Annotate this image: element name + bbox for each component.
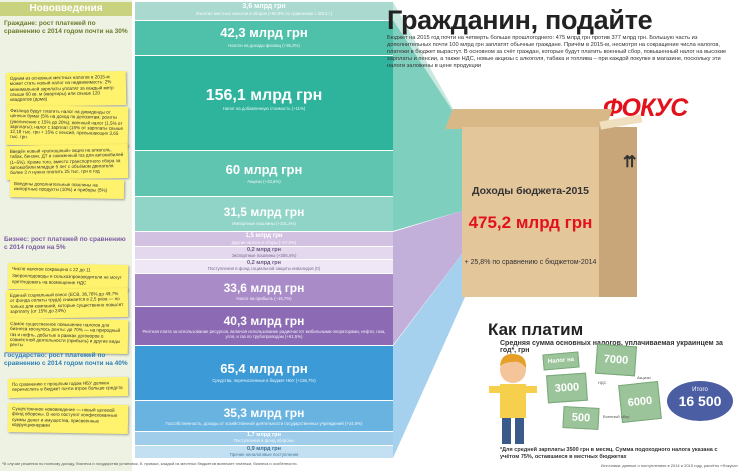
note-text: Введён новый «роскошный» акциз на алкого… bbox=[9, 147, 124, 176]
box-value: 475,2 млрд грн bbox=[468, 213, 593, 232]
band-profit-tax: 33,6 млрд грн Налог на прибыль (–16,7%) bbox=[135, 274, 393, 306]
band-desc: Поступления в фонд обороны bbox=[233, 438, 295, 443]
howpay-title: Как платим bbox=[488, 320, 584, 339]
band-value: 42,3 млрд грн bbox=[220, 25, 308, 40]
money-label-vat: НДС bbox=[598, 380, 607, 385]
band-excise: 60 млрд грн Акцизы (+33,6%) bbox=[135, 151, 393, 196]
intro-text: Бюджет на 2015 год почти на четверть бол… bbox=[387, 35, 727, 69]
page-title: Гражданин, подайте bbox=[387, 5, 653, 35]
citizens-note-3: Введён новый «роскошный» акциз на алкого… bbox=[5, 143, 129, 181]
howpay-footnote: *Для средней зарплаты 3500 грн в месяц. … bbox=[500, 447, 718, 460]
note-text: Единый социальный взнос (ЕСВ, 36,76% до … bbox=[9, 291, 124, 314]
band-defense-fund: 1,7 млрд грн Поступления в фонд обороны bbox=[135, 432, 393, 445]
band-value: 60 млрд грн bbox=[225, 162, 303, 177]
money-500: 500 bbox=[562, 406, 600, 430]
band-desc: Средства, перечисленные в бюджет НБУ (+1… bbox=[212, 378, 316, 383]
business-section-title: Бизнес: рост платежей по сравнению с 201… bbox=[4, 236, 126, 251]
band-desc: Налог на прибыль (–16,7%) bbox=[236, 296, 292, 301]
note-text: По сравнению с прошлым годом НБУ должен … bbox=[11, 380, 123, 393]
total-circle: Итого 16 500 bbox=[667, 381, 733, 421]
band-desc: Изъятие местных налогов и сборов (+60,9%… bbox=[195, 11, 333, 16]
state-note-2: Существенное нововведение — новый целево… bbox=[7, 402, 129, 435]
band-desc: Акцизы (+33,6%) bbox=[247, 179, 281, 184]
band-value: 35,3 млрд грн bbox=[223, 406, 305, 420]
business-note-1: Число налогов сокращено с 22 до 11 Звероп… bbox=[7, 262, 129, 291]
funnel-shape bbox=[393, 2, 465, 458]
band-export-duties: 0,2 млрд грн Экспортные пошлины (+306,4%) bbox=[135, 247, 393, 259]
money-label-military: Военный сбор bbox=[603, 414, 630, 419]
howpay-subtitle: Средняя сумма основных налогов, уплачива… bbox=[500, 340, 723, 354]
band-desc: Налоги на доходы физлиц (+35,2%) bbox=[228, 43, 300, 48]
band-value: 33,6 млрд грн bbox=[223, 281, 305, 295]
band-income-tax: 42,3 млрд грн Налоги на доходы физлиц (+3… bbox=[135, 21, 393, 55]
business-note-2: Единый социальный взнос (ЕСВ, 36,76% до … bbox=[5, 287, 129, 320]
band-other-taxes: 1,5 млрд грн Другие налоги и сборы (–27,5… bbox=[135, 232, 393, 246]
note-text: Самое существенное повышение налогов для… bbox=[9, 321, 121, 348]
money-7000: 7000 bbox=[595, 343, 637, 377]
note-text: Одним из основных местных налогов в 2015… bbox=[9, 74, 114, 103]
band-value: 1,7 млрд грн bbox=[247, 432, 281, 438]
band-desc: Прочие неналоговые поступления bbox=[229, 452, 299, 457]
note-text: Число налогов сокращено с 22 до 11 bbox=[12, 266, 91, 273]
box-growth: + 25,8% по сравнению с бюджетом-2014 bbox=[464, 259, 597, 266]
band-desc: Другие налоги и сборы (–27,5%) bbox=[231, 240, 297, 245]
note-text: Физлица будут платить налог на дивиденды… bbox=[9, 108, 124, 140]
band-desc: Налог на добавленную стоимость (+11%) bbox=[222, 106, 306, 111]
citizens-note-2: Физлица будут платить налог на дивиденды… bbox=[5, 104, 129, 147]
person-icon bbox=[489, 353, 537, 444]
band-value: 0,2 млрд грн bbox=[247, 247, 281, 253]
band-state-property: 35,3 млрд грн Госсобственность, доходы от… bbox=[135, 401, 393, 431]
band-other-revenue: 0,9 млрд грн Прочие неналоговые поступлен… bbox=[135, 446, 393, 458]
band-local-taxes: 3,6 млрд грн Изъятие местных налогов и сб… bbox=[135, 2, 393, 20]
business-note-3: Самое существенное повышение налогов для… bbox=[5, 317, 129, 355]
state-note-1: По сравнению с прошлым годом НБУ должен … bbox=[7, 376, 129, 398]
box-side bbox=[599, 127, 637, 297]
note-text: Существенное нововведение — новый целево… bbox=[11, 406, 118, 428]
band-vat: 156,1 млрд грн Налог на добавленную стоим… bbox=[135, 56, 393, 150]
note-text: Введены дополнительные пошлины на импорт… bbox=[13, 181, 108, 193]
money-label-income: Налог на доходы bbox=[542, 351, 580, 379]
band-desc: Поступления в фонд социальной защиты инв… bbox=[207, 266, 321, 271]
money-3000: 3000 bbox=[546, 372, 588, 404]
band-desc: Рентная плата за использование ресурсов,… bbox=[142, 329, 386, 339]
this-side-up-icon: ⇈ bbox=[623, 154, 637, 171]
band-value: 65,4 млрд грн bbox=[220, 361, 308, 376]
box-title: Доходы бюджета-2015 bbox=[472, 185, 589, 197]
total-value: 16 500 bbox=[678, 393, 722, 409]
state-section-title: Государство: рост платежей по сравнению … bbox=[4, 352, 128, 367]
band-desc: Госсобственность, доходы от хозяйственно… bbox=[165, 421, 363, 426]
citizens-note-1: Одним из основных местных налогов в 2015… bbox=[5, 70, 127, 108]
budget-box bbox=[462, 127, 599, 297]
bottom-note: *В случае решения по полному доходу, биз… bbox=[2, 461, 298, 466]
note-text: Звероплодоводы и сельхозпроизводители не… bbox=[11, 273, 122, 285]
source-note: Источники: данные о поступлениях в 2014 … bbox=[600, 463, 738, 468]
band-nbu: 65,4 млрд грн Средства, перечисленные в б… bbox=[135, 346, 393, 400]
focus-logo: ФОКУС bbox=[603, 94, 688, 122]
band-value: 31,5 млрд грн bbox=[223, 205, 305, 219]
band-rent: 40,3 млрд грн Рентная плата за использова… bbox=[135, 307, 393, 345]
band-desc: Экспортные пошлины (+306,4%) bbox=[231, 253, 297, 258]
band-value: 3,6 млрд грн bbox=[242, 3, 286, 10]
innovations-header: Нововведения bbox=[0, 2, 132, 16]
citizens-section-title: Граждане: рост платежей по сравнению с 2… bbox=[4, 20, 128, 35]
total-label: Итого bbox=[692, 387, 708, 393]
citizens-note-4: Введены дополнительные пошлины на импорт… bbox=[9, 178, 125, 199]
band-value: 156,1 млрд грн bbox=[205, 87, 323, 104]
band-value: 0,2 млрд грн bbox=[247, 260, 281, 266]
band-value: 40,3 млрд грн bbox=[223, 314, 305, 328]
money-label-excise: Акцизы bbox=[637, 375, 651, 380]
box-lid bbox=[445, 109, 613, 129]
band-desc: Импортные пошлины (+101,4%) bbox=[232, 221, 296, 226]
band-value: 0,9 млрд грн bbox=[247, 446, 281, 452]
band-import-duties: 31,5 млрд грн Импортные пошлины (+101,4%) bbox=[135, 197, 393, 231]
band-value: 1,5 млрд грн bbox=[245, 233, 283, 239]
band-disability-fund: 0,2 млрд грн Поступления в фонд социально… bbox=[135, 260, 393, 273]
